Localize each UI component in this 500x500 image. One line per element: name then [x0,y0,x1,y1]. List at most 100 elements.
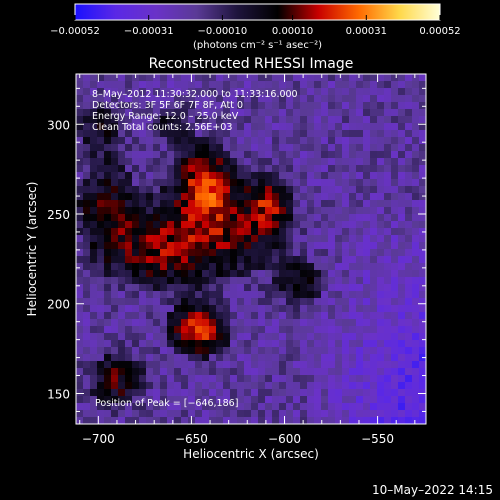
heatmap-cell [195,130,203,138]
heatmap-cell [118,186,126,194]
heatmap-cell [335,389,343,397]
heatmap-cell [195,235,203,243]
heatmap-cell [188,340,196,348]
heatmap-cell [314,158,322,166]
heatmap-cell [314,361,322,369]
heatmap-cell [83,228,91,236]
heatmap-cell [139,242,147,250]
heatmap-cell [132,305,140,313]
heatmap-cell [405,347,413,355]
heatmap-cell [384,354,392,362]
heatmap-cell [412,368,420,376]
heatmap-cell [202,158,210,166]
heatmap-cell [188,249,196,257]
heatmap-cell [153,137,161,145]
heatmap-cell [328,389,336,397]
heatmap-cell [244,319,252,327]
heatmap-cell [272,144,280,152]
heatmap-cell [104,403,112,411]
heatmap-cell [293,340,301,348]
heatmap-cell [237,81,245,89]
heatmap-cell [412,88,420,96]
heatmap-cell [230,179,238,187]
heatmap-cell [167,235,175,243]
heatmap-cell [244,368,252,376]
heatmap-cell [132,130,140,138]
heatmap-cell [307,305,315,313]
heatmap-cell [104,165,112,173]
heatmap-cell [188,410,196,418]
heatmap-cell [202,200,210,208]
heatmap-cell [258,214,266,222]
heatmap-cell [363,102,371,110]
heatmap-cell [118,235,126,243]
heatmap-cell [188,88,196,96]
heatmap-cell [363,214,371,222]
heatmap-cell [97,263,105,271]
heatmap-cell [321,235,329,243]
heatmap-cell [307,144,315,152]
heatmap-cell [398,130,406,138]
annotation-detectors: Detectors: 3F 5F 6F 7F 8F, Att 0 [92,100,243,111]
heatmap-cell [223,151,231,159]
heatmap-cell [398,109,406,117]
heatmap-cell [76,333,84,341]
heatmap-cell [398,242,406,250]
heatmap-cell [307,165,315,173]
heatmap-cell [412,284,420,292]
heatmap-cell [342,130,350,138]
heatmap-cell [118,214,126,222]
heatmap-cell [188,256,196,264]
heatmap-cell [209,193,217,201]
heatmap-cell [251,179,259,187]
annotation-clean-counts: Clean Total counts: 2.56E+03 [92,122,232,133]
heatmap-cell [377,144,385,152]
heatmap-cell [349,249,357,257]
heatmap-cell [314,200,322,208]
heatmap-cell [370,410,378,418]
heatmap-cell [76,214,84,222]
heatmap-cell [321,242,329,250]
heatmap-cell [356,382,364,390]
heatmap-cell [244,298,252,306]
heatmap-cell [335,382,343,390]
heatmap-cell [90,382,98,390]
heatmap-cell [258,200,266,208]
heatmap-cell [314,382,322,390]
heatmap-cell [97,361,105,369]
heatmap-cell [202,298,210,306]
heatmap-cell [349,235,357,243]
heatmap-cell [349,130,357,138]
heatmap-cell [216,151,224,159]
heatmap-cell [328,368,336,376]
heatmap-cell [251,214,259,222]
heatmap-cell [398,193,406,201]
heatmap-cell [181,151,189,159]
heatmap-cell [279,347,287,355]
heatmap-cell [139,74,147,82]
heatmap-cell [188,130,196,138]
heatmap-cell [209,102,217,110]
heatmap-cell [160,291,168,299]
heatmap-cell [174,368,182,376]
heatmap-cell [314,88,322,96]
heatmap-cell [153,291,161,299]
heatmap-cell [244,410,252,418]
heatmap-cell [76,256,84,264]
heatmap-cell [83,130,91,138]
heatmap-cell [384,137,392,145]
heatmap-cell [412,235,420,243]
heatmap-cell [195,326,203,334]
heatmap-cell [398,95,406,103]
heatmap-cell [349,109,357,117]
heatmap-cell [181,291,189,299]
heatmap-cell [405,200,413,208]
heatmap-cell [216,221,224,229]
heatmap-cell [342,375,350,383]
heatmap-cell [104,319,112,327]
heatmap-cell [132,284,140,292]
heatmap-cell [209,88,217,96]
heatmap-cell [342,207,350,215]
heatmap-cell [398,81,406,89]
heatmap-cell [97,165,105,173]
